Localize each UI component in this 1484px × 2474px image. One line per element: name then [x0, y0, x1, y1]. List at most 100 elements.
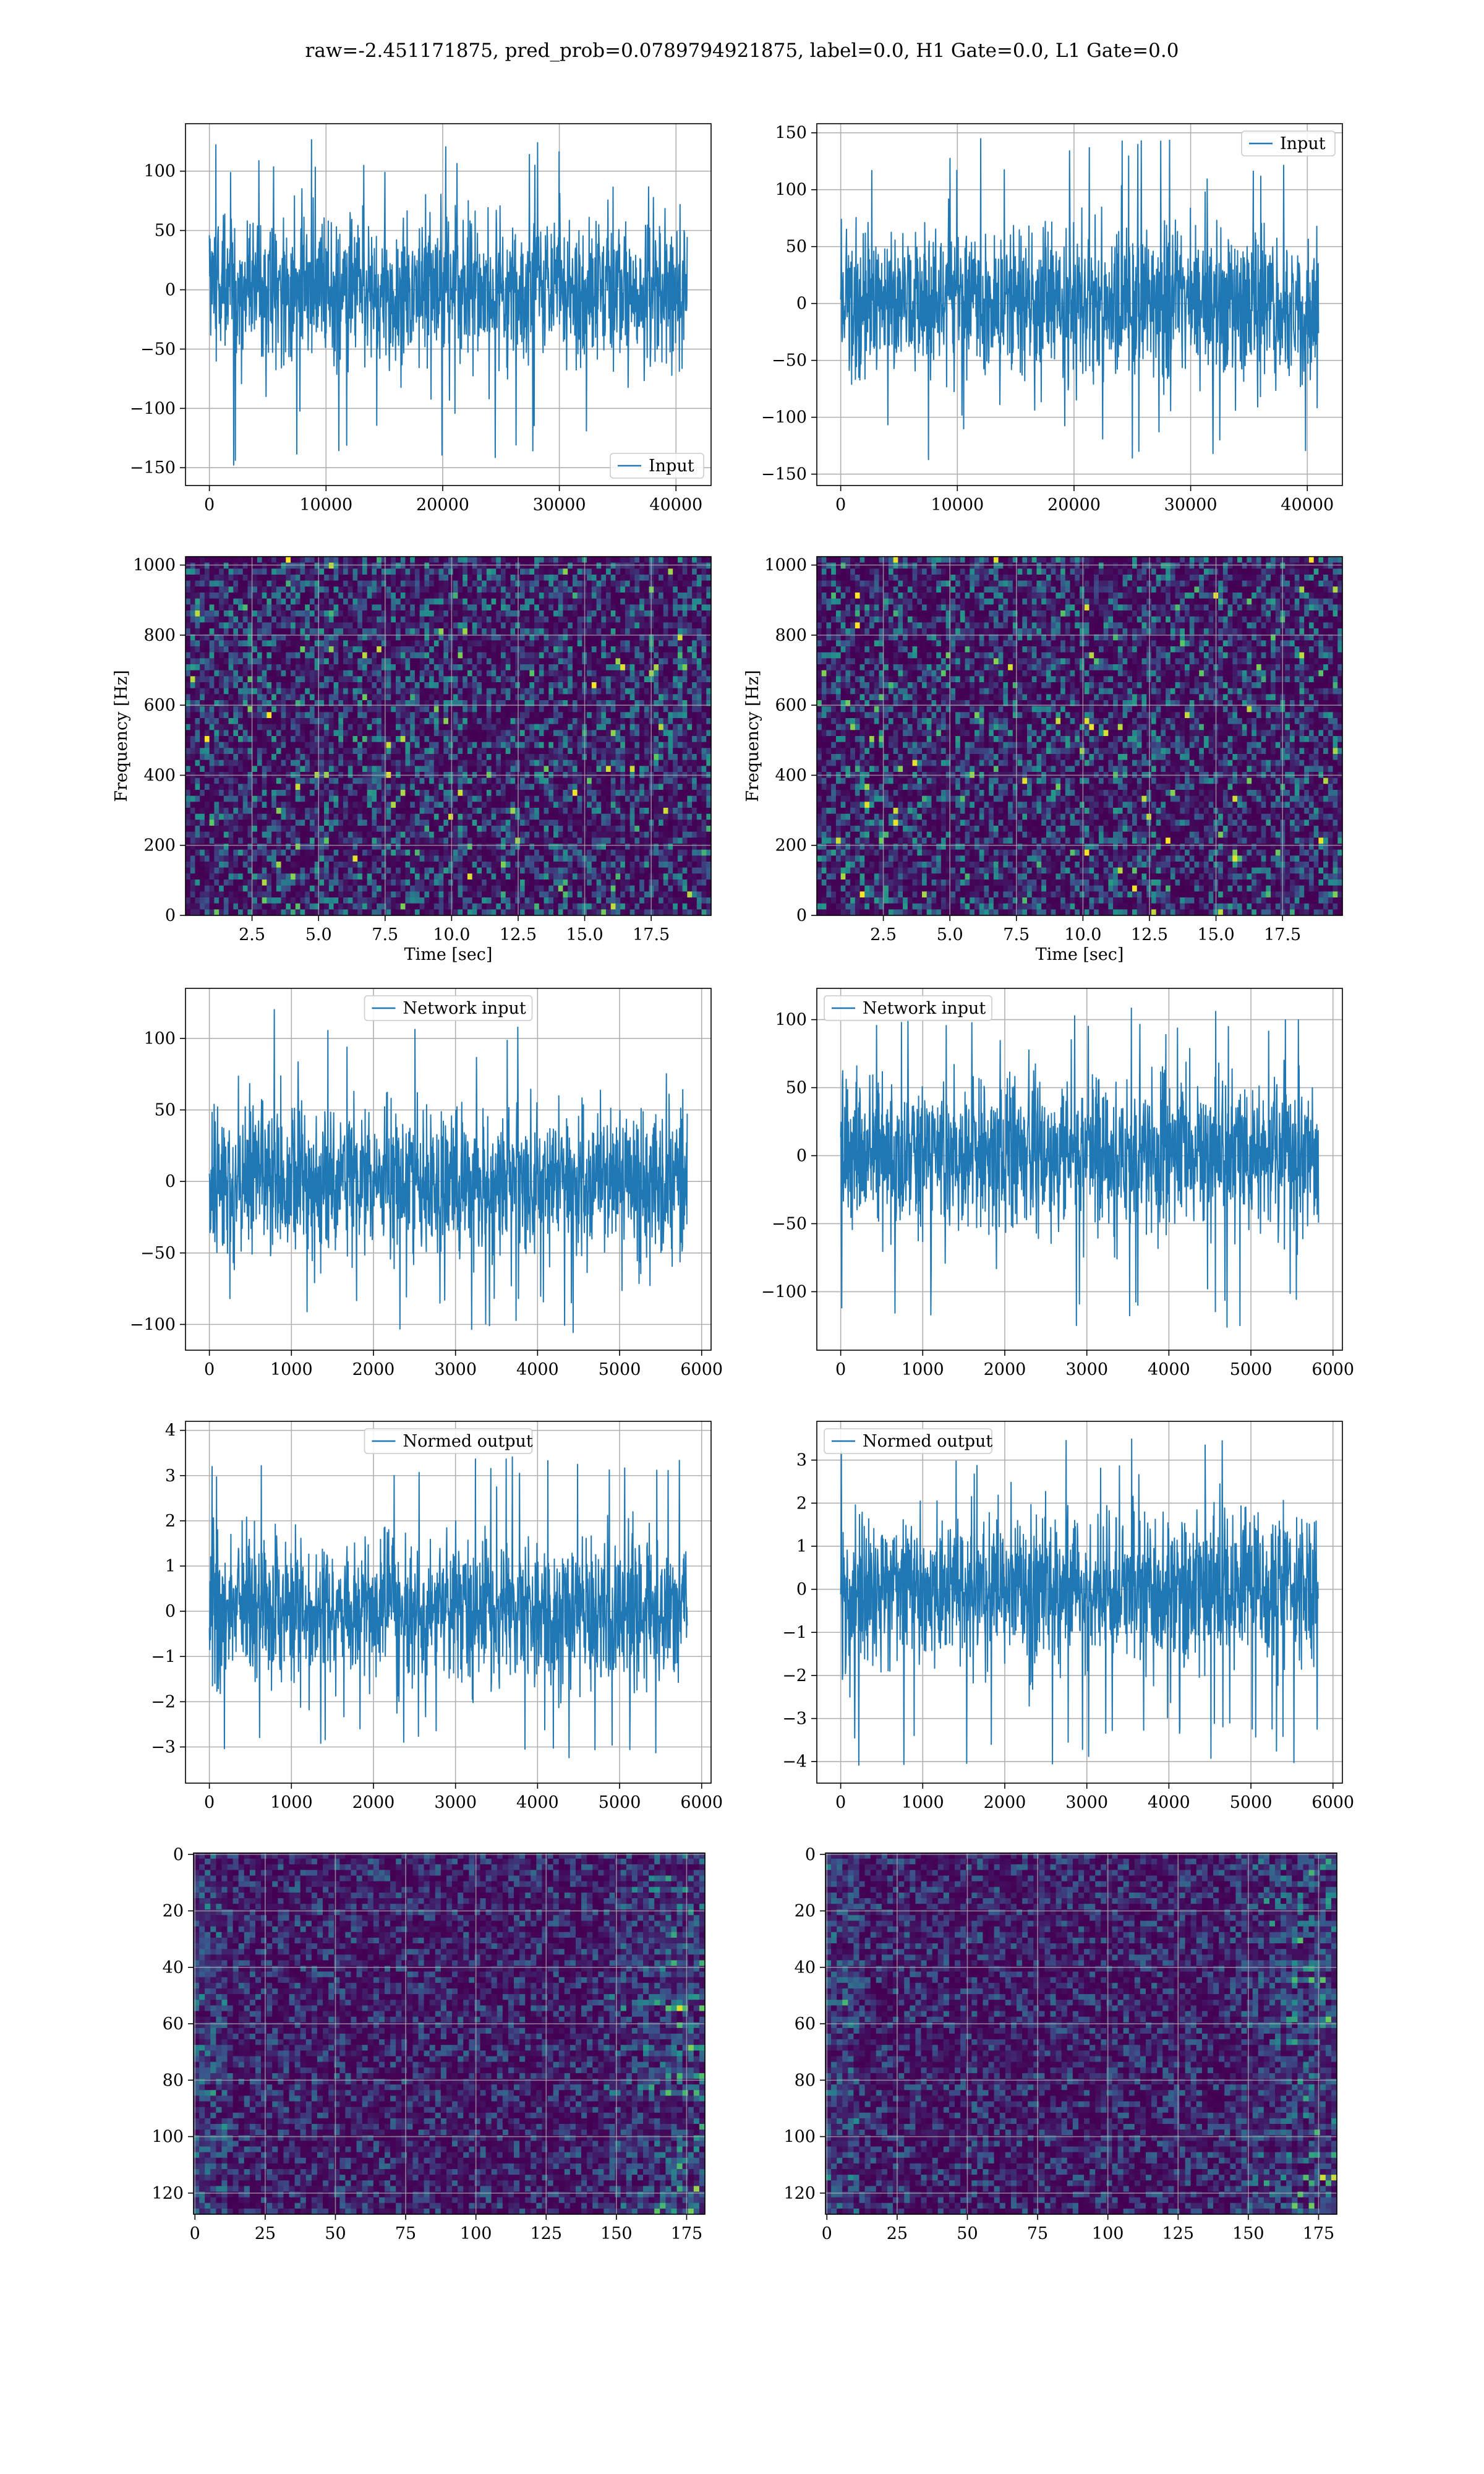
x-tick-label: 30000: [1164, 495, 1217, 515]
x-tick-label: 0: [835, 1360, 846, 1379]
x-tick-label: 20000: [1047, 495, 1101, 515]
y-tick-label: 100: [143, 1029, 176, 1048]
heatmap-cells: [186, 557, 712, 916]
x-tick-label: 75: [1027, 2224, 1048, 2243]
y-tick-label: 50: [155, 221, 176, 241]
legend: Normed output: [365, 1429, 533, 1453]
x-tick-label: 40000: [1281, 495, 1334, 515]
y-tick-label: 2: [796, 1494, 807, 1513]
x-tick-label: 12.5: [1131, 925, 1168, 944]
x-tick-label: 6000: [1311, 1793, 1354, 1812]
x-tick-label: 3000: [434, 1793, 477, 1812]
x-tick-label: 2.5: [239, 925, 265, 944]
legend: Input: [1242, 131, 1335, 156]
y-tick-label: 1: [165, 1557, 176, 1576]
y-tick-label: 0: [805, 1845, 816, 1864]
legend: Input: [610, 453, 704, 478]
legend-label: Network input: [863, 999, 986, 1018]
y-tick-label: 50: [786, 1079, 807, 1098]
y-tick-label: 0: [165, 1172, 176, 1191]
x-tick-label: 5.0: [305, 925, 332, 944]
x-tick-label: 3000: [434, 1360, 477, 1379]
legend-label: Normed output: [403, 1432, 533, 1451]
y-tick-label: 200: [143, 836, 176, 855]
y-tick-label: 800: [775, 626, 807, 645]
x-tick-label: 2000: [352, 1793, 395, 1812]
x-tick-label: 175: [1303, 2224, 1335, 2243]
x-tick-label: 40000: [649, 495, 702, 515]
x-tick-label: 4000: [516, 1360, 559, 1379]
x-tick-label: 0: [835, 495, 846, 515]
legend-label: Input: [649, 456, 694, 476]
y-tick-label: 0: [165, 906, 176, 925]
x-tick-label: 4000: [1148, 1360, 1190, 1379]
y-tick-label: 3: [796, 1451, 807, 1470]
x-tick-label: 0: [204, 495, 215, 515]
x-tick-label: 4000: [1148, 1793, 1190, 1812]
y-tick-label: 0: [796, 1147, 807, 1166]
x-tick-label: 5000: [599, 1360, 641, 1379]
legend-label: Input: [1280, 134, 1326, 153]
x-tick-label: 6000: [1311, 1360, 1354, 1379]
x-tick-label: 0: [190, 2224, 200, 2243]
x-tick-label: 2000: [984, 1360, 1026, 1379]
x-tick-label: 100: [460, 2224, 492, 2243]
y-tick-label: −150: [130, 458, 176, 477]
x-tick-label: 1000: [902, 1793, 944, 1812]
x-axis-label: Time [sec]: [1036, 945, 1124, 964]
y-tick-label: −100: [761, 1282, 807, 1301]
y-tick-label: −50: [140, 340, 176, 359]
x-tick-label: 1000: [270, 1360, 313, 1379]
x-tick-label: 2000: [352, 1360, 395, 1379]
x-tick-label: 150: [1232, 2224, 1264, 2243]
x-tick-label: 20000: [416, 495, 469, 515]
y-tick-label: 4: [165, 1421, 176, 1440]
x-tick-label: 7.5: [372, 925, 398, 944]
y-tick-label: 120: [151, 2184, 184, 2203]
x-tick-label: 1000: [902, 1360, 944, 1379]
heatmap-cells: [817, 557, 1343, 916]
y-tick-label: 100: [775, 181, 807, 200]
x-tick-label: 2000: [984, 1793, 1026, 1812]
x-tick-label: 10000: [931, 495, 984, 515]
y-tick-label: 60: [795, 2014, 816, 2034]
y-tick-label: 200: [775, 836, 807, 855]
x-tick-label: 25: [887, 2224, 908, 2243]
y-tick-label: −50: [772, 351, 807, 370]
x-tick-label: 5000: [599, 1793, 641, 1812]
y-tick-label: 0: [796, 906, 807, 925]
y-tick-label: 1000: [764, 556, 807, 575]
x-tick-label: 25: [255, 2224, 276, 2243]
y-tick-label: −150: [761, 465, 807, 484]
x-tick-label: 0: [822, 2224, 832, 2243]
x-tick-label: 0: [204, 1360, 215, 1379]
legend: Network input: [824, 996, 992, 1021]
y-tick-label: 150: [775, 124, 807, 143]
series-line: [210, 1457, 688, 1758]
x-tick-label: 17.5: [1264, 925, 1301, 944]
x-tick-label: 150: [600, 2224, 633, 2243]
x-tick-label: 3000: [1065, 1360, 1108, 1379]
series-line: [841, 1008, 1319, 1327]
x-axis-label: Time [sec]: [404, 945, 493, 964]
x-tick-label: 75: [395, 2224, 416, 2243]
y-tick-label: 0: [796, 294, 807, 314]
x-tick-label: 6000: [680, 1793, 723, 1812]
y-tick-label: 60: [163, 2014, 184, 2034]
x-tick-label: 5.0: [937, 925, 963, 944]
x-tick-label: 10000: [299, 495, 352, 515]
y-tick-label: 0: [173, 1845, 184, 1864]
l1-spectrogram-chart: 2.5 5.0 7.5 10.0 12.5 15.0 17.5020040060080010…: [743, 556, 1343, 964]
series-line: [841, 1439, 1319, 1765]
y-tick-label: 800: [143, 626, 176, 645]
y-tick-label: 0: [165, 281, 176, 300]
y-tick-label: 40: [163, 1958, 184, 1977]
x-tick-label: 15.0: [566, 925, 603, 944]
l1-normed-output-chart: 0 1000 2000 3000 4000 5000 6000−4−3−2−10123Nor…: [782, 1421, 1354, 1812]
y-tick-label: 1: [796, 1537, 807, 1556]
series-line: [841, 139, 1319, 460]
y-tick-label: 40: [795, 1958, 816, 1977]
